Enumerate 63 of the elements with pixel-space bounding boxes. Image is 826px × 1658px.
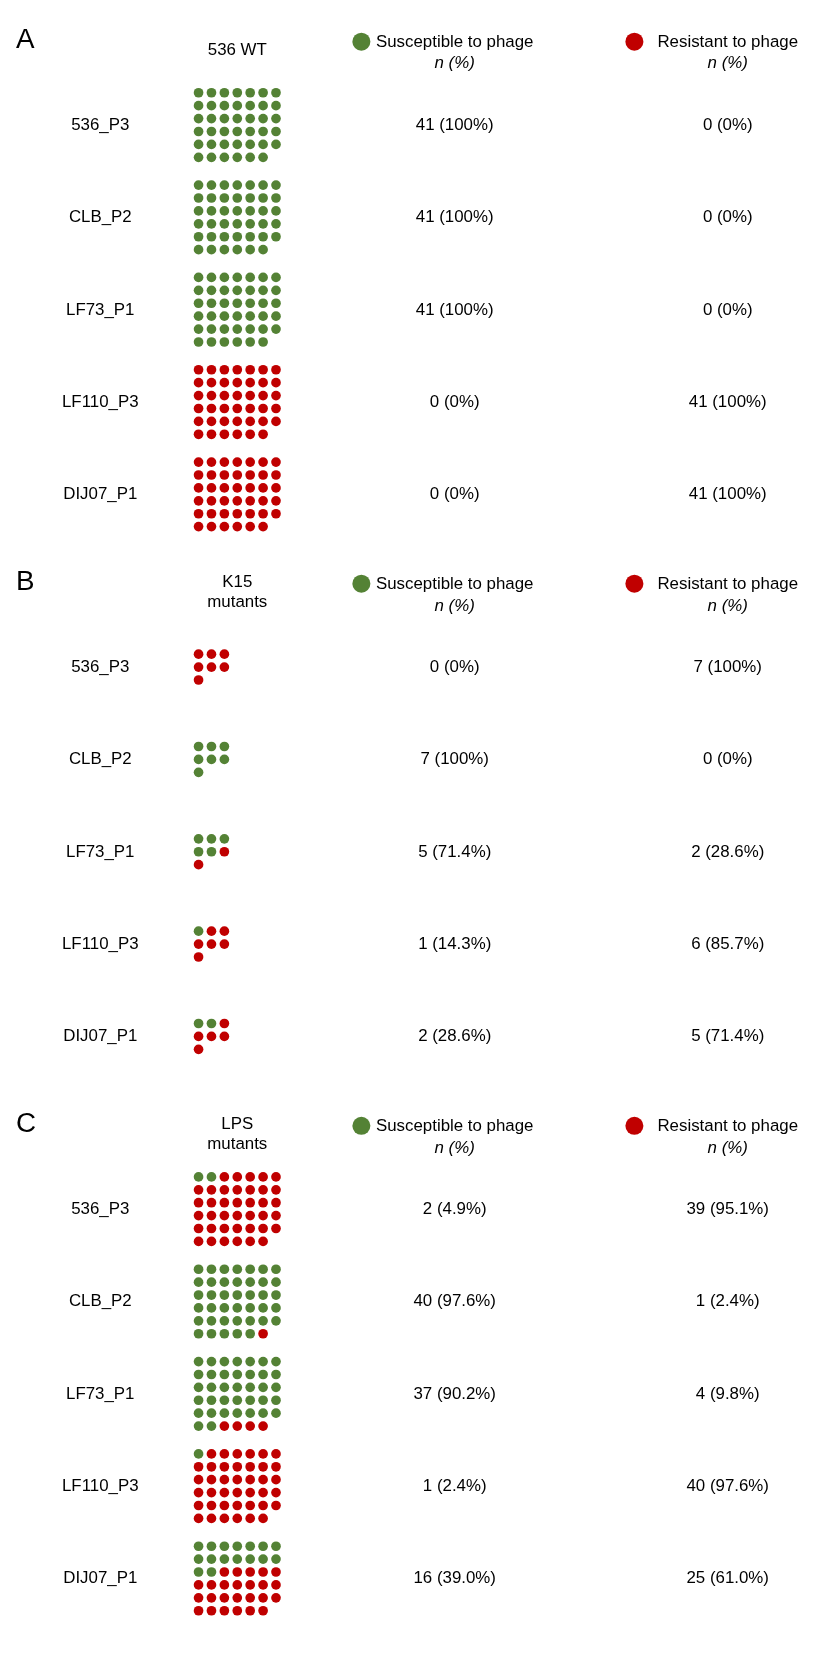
text: 536 WT [207,39,267,59]
data-label: 5 (71.4%) [691,1026,765,1046]
data-label: 7 (100%) [420,749,489,769]
category-label: CLB_P2 [68,207,132,227]
data-label: 4 (9.8%) [695,1383,760,1403]
data-label: 0 (0%) [429,657,480,677]
data-label: 0 (0%) [702,115,753,134]
data-label: 0 (0%) [702,749,753,769]
category-label: LF110_P3 [61,934,139,954]
category-label: LF73_P1 [66,299,135,319]
data-label: 6 (85.7%) [691,934,765,954]
legend-label: Susceptible to phage [375,1115,534,1135]
data-label: 41 (100%) [688,391,767,411]
category-label: LF110_P3 [61,391,139,411]
text: C [15,1106,36,1138]
data-label: 2 (4.9%) [422,1199,487,1219]
category-label: 536_P3 [71,657,130,677]
data-label: 41 (100%) [415,299,494,319]
category-label: LF73_P1 [66,841,135,861]
category-label: DIJ07_P1 [63,1026,138,1046]
data-label: 0 (0%) [429,484,480,504]
data-label: 16 (39.0%) [413,1568,496,1588]
legend-label: Resistant to phage [657,573,799,593]
data-label: 0 (0%) [429,391,480,411]
category-label: CLB_P2 [68,1291,132,1311]
text: n (%) [434,1137,475,1157]
data-label: 41 (100%) [415,115,494,134]
data-label: 41 (100%) [688,484,767,504]
data-label: 25 (61.0%) [686,1568,769,1588]
data-label: 1 (14.3%) [418,934,492,954]
category-label: 536_P3 [71,115,130,134]
data-label: 37 (90.2%) [413,1383,496,1403]
text: A [15,22,35,54]
data-label: 41 (100%) [415,207,494,227]
legend-label: Susceptible to phage [375,573,534,593]
category-label: DIJ07_P1 [63,1568,138,1588]
legend-label: Resistant to phage [657,1115,799,1135]
legend-label: Susceptible to phage [375,31,534,51]
data-label: 40 (97.6%) [413,1291,496,1311]
category-label: LF73_P1 [66,1383,135,1403]
data-label: 39 (95.1%) [686,1199,769,1219]
data-label: 2 (28.6%) [418,1026,492,1046]
category-label: 536_P3 [71,1199,130,1219]
data-label: 1 (2.4%) [422,1476,487,1496]
text: n (%) [707,53,748,73]
text: LPS mutants [207,1113,268,1153]
category-label: CLB_P2 [68,749,132,769]
data-label: 0 (0%) [702,299,753,319]
text: n (%) [707,1137,748,1157]
data-label: 40 (97.6%) [686,1476,769,1496]
data-label: 2 (28.6%) [691,841,765,861]
text: n (%) [707,595,748,615]
data-label: 0 (0%) [702,207,753,227]
data-label: 1 (2.4%) [695,1291,760,1311]
data-label: 5 (71.4%) [418,841,492,861]
text: n (%) [434,53,475,73]
legend-label: Resistant to phage [657,31,799,51]
category-label: DIJ07_P1 [63,484,138,504]
text: K15 mutants [207,571,268,611]
text: n (%) [434,595,475,615]
text: B [15,564,35,596]
data-label: 7 (100%) [693,657,762,677]
category-label: LF110_P3 [61,1476,139,1496]
